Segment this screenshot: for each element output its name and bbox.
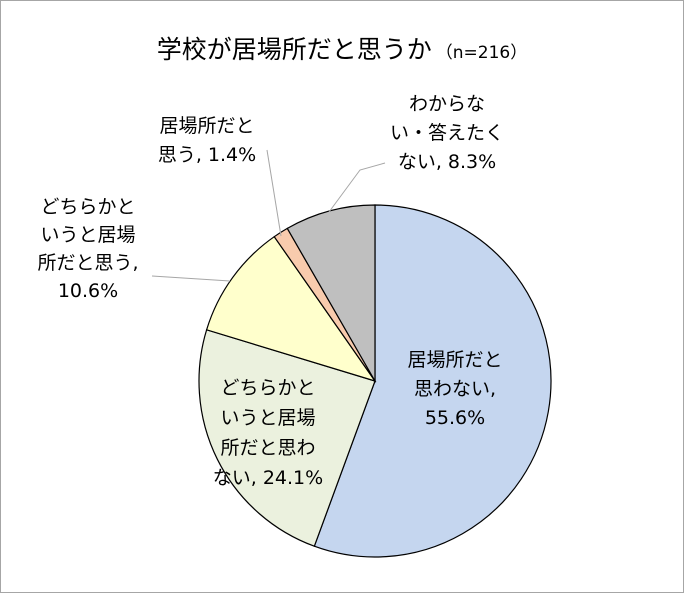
data-label-line: 10.6% [58,280,118,302]
data-label-line: いうと居場 [40,224,135,246]
chart-title: 学校が居場所だと思うか （n=216） [0,30,684,66]
pie-slice [198,329,376,547]
data-label-line: どちらかと [220,377,315,399]
data-label-line: いうと居場 [220,407,315,429]
data-label: わからない・答えたくない, 8.3% [390,93,504,173]
data-label-line: どちらかと [40,196,135,218]
chart-sample-size: （n=216） [435,43,528,63]
data-label-line: 居場所だと [407,349,502,371]
data-label: 居場所だと思う, 1.4% [158,115,256,166]
data-label-line: 所だと思わ [220,437,315,459]
leader-line [328,162,386,213]
data-label-line: 思わない, [414,378,496,400]
chart-title-main: 学校が居場所だと思うか [156,35,432,64]
data-label: どちらかというと居場所だと思わない, 24.1% [213,377,323,489]
leader-line [151,275,231,282]
data-label: 居場所だと思わない, 55.6% [407,349,502,429]
data-label-line: 居場所だと [159,115,254,137]
data-label: どちらかというと居場所だと思う, 10.6% [37,196,138,302]
data-label-line: 思う, 1.4% [158,144,256,166]
data-label-line: わからな [409,93,485,115]
data-label-line: い・答えたく [390,122,504,144]
pie-slice [205,235,377,383]
data-label-line: 55.6% [425,407,485,429]
pie-slice [313,204,552,558]
data-label-line: ない, 8.3% [398,151,496,173]
data-label-line: 所だと思う, [37,252,138,274]
leader-line [266,149,282,237]
data-label-line: ない, 24.1% [213,467,323,489]
